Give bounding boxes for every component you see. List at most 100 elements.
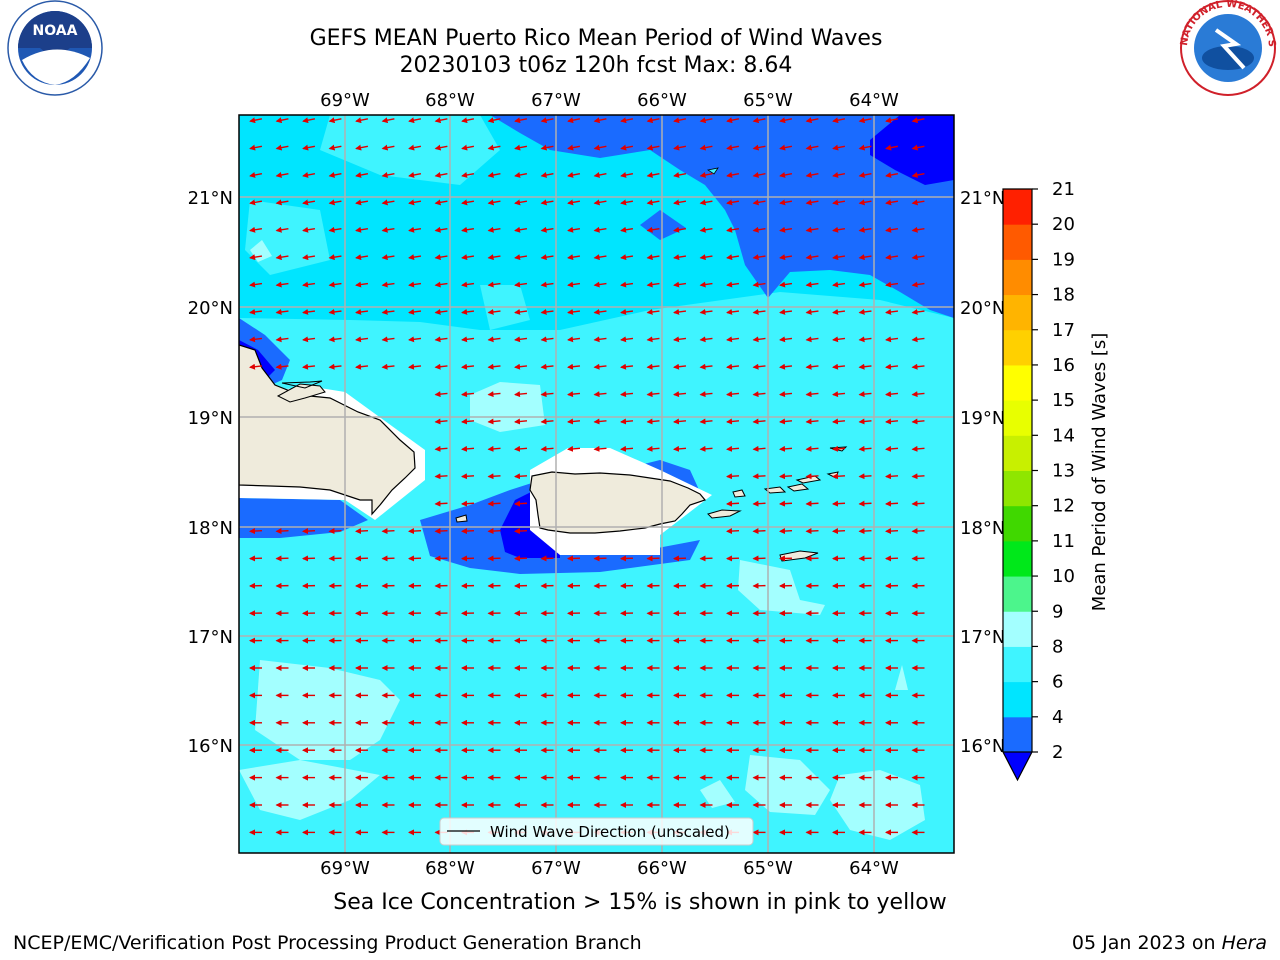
wind-wave-arrow — [911, 226, 925, 233]
wind-wave-arrow — [408, 281, 422, 288]
wind-wave-arrow — [275, 363, 289, 370]
wind-wave-arrow — [381, 281, 395, 288]
lat-label-left: 17°N — [188, 627, 233, 648]
wind-wave-arrow — [646, 336, 660, 343]
wind-wave-arrow — [328, 281, 342, 288]
wind-wave-arrow — [752, 144, 766, 151]
wind-wave-arrow — [885, 308, 899, 315]
wind-wave-arrow — [514, 528, 528, 535]
wind-wave-arrow — [275, 144, 289, 151]
wind-wave-arrow — [620, 445, 634, 452]
wind-wave-arrow — [779, 473, 793, 480]
wind-wave-arrow — [646, 226, 660, 233]
wind-wave-arrow — [858, 445, 872, 452]
wind-wave-arrow — [911, 308, 925, 315]
wind-wave-arrow — [461, 363, 475, 370]
wind-wave-arrow — [302, 144, 316, 151]
wind-wave-arrow — [302, 254, 316, 261]
footer-branch: NCEP/EMC/Verification Post Processing Pr… — [13, 932, 642, 954]
wind-wave-arrow — [699, 363, 713, 370]
lat-label-right: 16°N — [960, 736, 1005, 757]
wind-wave-arrow — [302, 528, 316, 535]
wind-wave-arrow — [673, 144, 687, 151]
wind-wave-arrow — [567, 363, 581, 370]
wind-wave-arrow — [355, 117, 369, 124]
colorbar-segment — [1003, 681, 1032, 718]
wind-wave-arrow — [752, 336, 766, 343]
wind-wave-arrow — [726, 363, 740, 370]
wind-wave-arrow — [805, 226, 819, 233]
wind-wave-arrow — [911, 281, 925, 288]
wind-wave-arrow — [885, 363, 899, 370]
wind-wave-arrow — [461, 172, 475, 178]
wind-wave-arrow — [408, 254, 422, 261]
lat-label-right: 21°N — [960, 188, 1005, 209]
wind-wave-arrow — [885, 199, 899, 206]
wind-wave-arrow — [355, 199, 369, 206]
wind-wave-arrow — [567, 226, 581, 233]
footer-date: 05 Jan 2023 on Hera — [1072, 932, 1267, 954]
wind-wave-arrow — [885, 336, 899, 343]
wind-wave-arrow — [461, 528, 475, 535]
wind-wave-arrow — [858, 117, 872, 124]
wind-wave-arrow — [646, 117, 660, 124]
wind-wave-arrow — [646, 445, 660, 452]
wind-wave-arrow — [381, 308, 395, 315]
colorbar-tick-label: 21 — [1052, 179, 1075, 200]
wind-wave-arrow — [726, 418, 740, 425]
wind-wave-arrow — [328, 199, 342, 206]
wind-wave-arrow — [805, 500, 819, 507]
wind-wave-arrow — [646, 391, 660, 398]
wind-wave-arrow — [726, 172, 740, 178]
lat-label-left: 20°N — [188, 298, 233, 319]
wind-wave-arrow — [911, 254, 925, 261]
wind-wave-arrow — [805, 199, 819, 206]
wind-wave-arrow — [434, 336, 448, 343]
wind-wave-arrow — [567, 391, 581, 398]
lon-label-top: 65°W — [743, 90, 793, 111]
wind-wave-arrow — [593, 144, 607, 151]
wind-wave-arrow — [461, 391, 475, 398]
wind-wave-arrow — [487, 500, 501, 507]
wind-wave-arrow — [249, 117, 263, 124]
colorbar-tick-label: 13 — [1052, 461, 1075, 482]
wind-wave-arrow — [514, 226, 528, 233]
colorbar-segment — [1003, 400, 1032, 436]
longitude-labels-top: 69°W 68°W 67°W 66°W 65°W 64°W — [320, 90, 899, 111]
wind-wave-arrow — [540, 281, 554, 288]
wind-wave-arrow — [487, 336, 501, 343]
wind-wave-arrow — [514, 500, 528, 507]
wind-wave-arrow — [249, 254, 263, 261]
wind-wave-arrow — [832, 226, 846, 233]
wind-wave-arrow — [832, 363, 846, 370]
wind-wave-arrow — [381, 117, 395, 124]
wind-wave-arrow — [858, 528, 872, 535]
wave-period-2-4-northeast — [490, 115, 954, 318]
wind-wave-arrow — [699, 117, 713, 124]
wind-wave-arrow — [805, 528, 819, 535]
colorbar-segment — [1003, 540, 1032, 577]
wind-wave-arrow — [779, 336, 793, 343]
wind-wave-arrow — [328, 144, 342, 151]
lat-label-right: 20°N — [960, 298, 1005, 319]
wind-wave-arrow — [805, 473, 819, 480]
wind-wave-arrow — [699, 445, 713, 452]
lon-label-bottom: 69°W — [320, 858, 370, 879]
wind-wave-arrow — [858, 144, 872, 151]
lat-label-left: 16°N — [188, 736, 233, 757]
wind-wave-arrow — [302, 172, 316, 178]
wind-wave-arrow — [275, 199, 289, 206]
wind-wave-arrow — [461, 418, 475, 425]
wind-wave-arrow — [434, 363, 448, 370]
wind-wave-arrow — [461, 445, 475, 452]
wind-wave-arrow — [434, 528, 448, 535]
wind-wave-arrow — [593, 336, 607, 343]
map-frame — [238, 114, 955, 854]
wind-wave-arrow — [805, 172, 819, 178]
wind-wave-arrow — [461, 254, 475, 261]
wind-wave-arrow — [779, 254, 793, 261]
wind-wave-arrow — [487, 473, 501, 480]
wind-wave-arrow — [434, 117, 448, 124]
lat-label-right: 19°N — [960, 408, 1005, 429]
wind-wave-arrow — [620, 254, 634, 261]
